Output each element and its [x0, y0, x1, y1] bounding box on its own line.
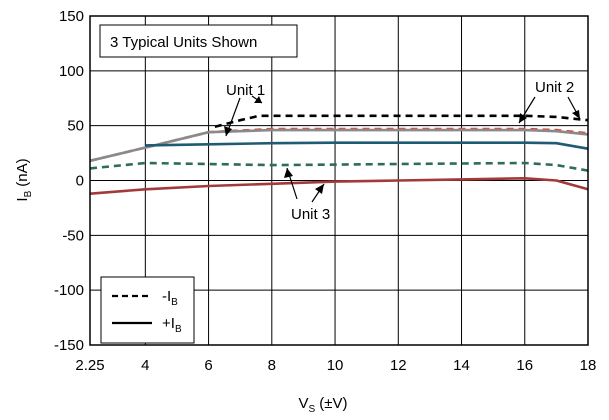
- x-axis-title: VS (±V): [299, 395, 348, 415]
- y-tick-label: -100: [54, 282, 84, 299]
- y-tick-label: -150: [54, 337, 84, 354]
- unit-2-arrowhead-a: [519, 113, 527, 123]
- annotation-layer: Unit 1 Unit 2 Unit 3: [224, 79, 581, 223]
- unit-1-arrowhead-b: [224, 126, 232, 136]
- tick-layer: 2.25 4 6 8 10 12 14 16 18 -150 -100 -50 0 50 100 150: [54, 8, 596, 374]
- x-tick-label: 2.25: [75, 357, 104, 374]
- y-tick-label: 150: [59, 8, 84, 25]
- plot-frame: [89, 15, 589, 346]
- y-tick-label: 0: [76, 173, 84, 190]
- unit-2-label: Unit 2: [535, 79, 574, 96]
- y-tick-label: 50: [67, 118, 84, 135]
- legend: -IB +IB: [100, 276, 195, 344]
- unit-3-arrowhead-b: [315, 184, 324, 194]
- y-tick-label: -50: [62, 227, 84, 244]
- x-tick-label: 8: [268, 357, 276, 374]
- unit-3-label: Unit 3: [291, 206, 330, 223]
- x-tick-label: 14: [453, 357, 470, 374]
- series-unit-2-plus-ib-line: [89, 128, 589, 163]
- series-layer: [89, 114, 589, 195]
- legend-label-plus-ib: +IB: [162, 315, 182, 335]
- series-unit-3-plus-ib-line: [89, 177, 589, 195]
- legend-box: [100, 276, 195, 344]
- x-tick-label: 12: [390, 357, 407, 374]
- series-unit-1-plus-ib-line: [145, 141, 589, 150]
- unit-2-arrowhead-b: [572, 110, 580, 119]
- x-tick-label: 4: [141, 357, 149, 374]
- annotation-box: [99, 24, 298, 58]
- annotation-box-text: 3 Typical Units Shown: [110, 34, 257, 51]
- unit-1-label: Unit 1: [226, 82, 265, 99]
- x-tick-label: 18: [580, 357, 597, 374]
- x-tick-label: 10: [327, 357, 344, 374]
- x-tick-label: 16: [516, 357, 533, 374]
- series-unit-1-minus-ib-line: [214, 114, 589, 129]
- y-tick-label: 100: [59, 63, 84, 80]
- series-unit-3-minus-ib-line: [89, 161, 589, 172]
- unit-3-arrowhead-a: [284, 168, 293, 178]
- legend-label-minus-ib: -IB: [162, 288, 178, 308]
- x-tick-label: 6: [204, 357, 212, 374]
- y-axis-title: IB(nA): [14, 158, 34, 201]
- unit-1-arrowhead-a: [254, 96, 262, 103]
